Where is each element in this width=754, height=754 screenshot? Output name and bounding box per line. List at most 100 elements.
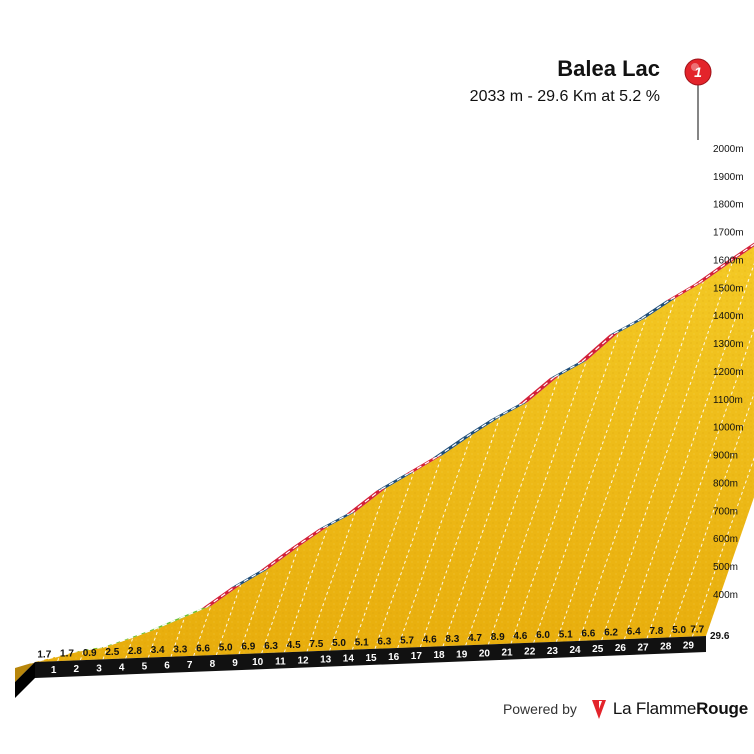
altitude-tick-label: 800m xyxy=(713,478,738,489)
road-centerline xyxy=(30,656,56,664)
km-tick-label: 28 xyxy=(660,641,672,652)
km-tick-label: 18 xyxy=(433,650,445,661)
altitude-tick-label: 2000m xyxy=(713,144,744,155)
km-gridline xyxy=(442,401,528,647)
altitude-tick-label: 1100m xyxy=(713,395,743,406)
profile-texture xyxy=(35,246,754,662)
km-gridline xyxy=(555,298,676,642)
summit-marker-label: 1 xyxy=(694,64,702,80)
km-tick-label: 24 xyxy=(569,645,581,656)
km-gradient-label: 3.3 xyxy=(173,644,187,655)
km-gradient-label: 7.7 xyxy=(690,624,704,635)
km-tick-label: 10 xyxy=(252,657,264,668)
road-centerline xyxy=(437,435,468,458)
altitude-tick-label: 700m xyxy=(713,506,738,517)
altitude-tick-label: 1000m xyxy=(713,423,744,434)
road-centerline xyxy=(153,617,181,630)
brand-name: La FlammeRouge xyxy=(613,699,748,719)
km-gradient-label: 6.6 xyxy=(581,628,595,639)
flame-logo-icon xyxy=(591,700,606,719)
km-gridline xyxy=(79,649,85,661)
km-gridline xyxy=(419,416,501,648)
km-gradient-label: 5.1 xyxy=(355,637,369,648)
road-segment xyxy=(637,298,676,320)
km-gradient-label: 1.7 xyxy=(37,650,51,661)
km-gradient-label: 3.4 xyxy=(151,645,165,656)
altitude-tick-label: 1600m xyxy=(713,255,744,266)
climb-title: Balea Lac xyxy=(557,56,660,81)
brand-suffix: Rouge xyxy=(696,699,748,718)
road-segment xyxy=(490,402,528,420)
km-gradient-label: 4.5 xyxy=(287,640,301,651)
km-gradient-label: 6.9 xyxy=(241,642,255,653)
km-tick-label: 14 xyxy=(343,654,355,665)
km-tick-label: 25 xyxy=(592,644,604,655)
km-tick-label: 1 xyxy=(51,665,57,676)
km-gridline xyxy=(147,628,159,658)
km-base-side xyxy=(15,662,35,698)
km-tick-label: 13 xyxy=(320,655,332,666)
km-gradient-label: 6.4 xyxy=(627,627,641,638)
km-gridline xyxy=(283,526,329,653)
km-tick-label: 29 xyxy=(683,641,695,652)
km-base-strip xyxy=(35,636,706,678)
km-tick-label: 4 xyxy=(119,662,125,673)
road-centerline xyxy=(670,282,700,300)
km-gridline xyxy=(261,546,299,654)
road-centerline xyxy=(54,650,80,658)
altitude-tick-label: 1400m xyxy=(713,311,744,322)
km-tick-label: 17 xyxy=(411,651,423,662)
footer-branding: Powered by La FlammeRouge xyxy=(503,697,748,721)
climb-subtitle: 2033 m - 29.6 Km at 5.2 % xyxy=(469,88,660,105)
km-gradient-label: 6.3 xyxy=(264,641,278,652)
km-gridline xyxy=(102,646,109,660)
km-tick-label: 16 xyxy=(388,652,400,663)
km-tick-label: 27 xyxy=(637,642,649,653)
km-gridline xyxy=(329,488,387,651)
km-gradient-label: 5.0 xyxy=(219,643,233,654)
km-tick-label: 9 xyxy=(232,658,238,669)
road-segment xyxy=(231,568,269,588)
km-gradient-label: 4.6 xyxy=(513,631,527,642)
km-gridline xyxy=(487,360,587,645)
road-centerline xyxy=(206,585,237,608)
altitude-tick-label: 1300m xyxy=(713,339,744,350)
km-gradient-label: 5.1 xyxy=(559,629,573,640)
km-gridline xyxy=(57,655,60,662)
km-gradient-label: 1.7 xyxy=(60,649,74,660)
altitude-tick-label: 400m xyxy=(713,590,738,601)
km-gridline xyxy=(623,262,754,640)
km-gradient-label: 7.5 xyxy=(309,639,323,650)
km-gradient-label: 6.3 xyxy=(377,636,391,647)
km-gradient-label: 5.0 xyxy=(672,625,686,636)
km-tick-label: 19 xyxy=(456,649,468,660)
km-gradient-label: 2.8 xyxy=(128,646,142,657)
total-distance-label: 29.6 xyxy=(710,631,730,642)
km-gridline xyxy=(306,511,356,652)
altitude-tick-label: 600m xyxy=(713,534,738,545)
road-centerline xyxy=(641,298,671,320)
km-tick-label: 6 xyxy=(164,661,170,672)
km-gridline xyxy=(397,435,472,649)
km-tick-label: 12 xyxy=(297,655,309,666)
km-gradient-label: 5.0 xyxy=(332,638,346,649)
km-gradient-label: 4.6 xyxy=(423,635,437,646)
road-segment xyxy=(666,281,704,301)
km-gradient-label: 0.9 xyxy=(83,648,97,659)
km-gradient-label: 8.9 xyxy=(491,632,505,643)
road-segment xyxy=(723,243,754,264)
road-centerline xyxy=(128,628,155,640)
km-tick-label: 22 xyxy=(524,647,536,658)
km-gradient-label: 6.0 xyxy=(536,630,550,641)
km-tick-label: 7 xyxy=(187,660,193,671)
km-gridline xyxy=(125,637,134,659)
km-gradient-label: 6.6 xyxy=(196,643,210,654)
road-segment xyxy=(549,360,587,379)
km-gradient-label: 8.3 xyxy=(445,634,459,645)
altitude-tick-label: 1700m xyxy=(713,228,744,239)
km-tick-label: 20 xyxy=(479,648,491,659)
altitude-tick-label: 500m xyxy=(713,562,738,573)
km-gridline xyxy=(510,332,620,644)
km-tick-label: 2 xyxy=(74,664,80,675)
